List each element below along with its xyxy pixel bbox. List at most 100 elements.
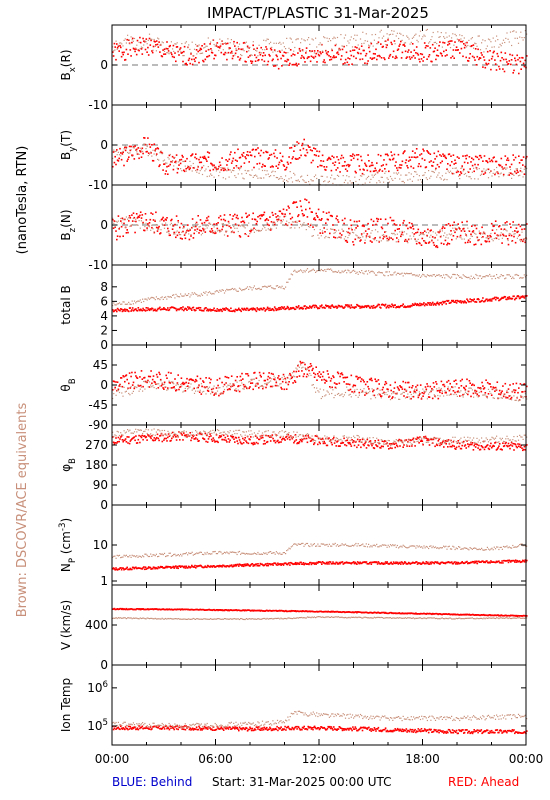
data-point — [157, 37, 159, 39]
data-point — [213, 307, 215, 310]
data-point — [394, 397, 396, 399]
data-point — [310, 51, 312, 53]
data-point — [350, 271, 352, 273]
data-point — [137, 300, 139, 302]
data-point — [131, 307, 134, 309]
data-point — [139, 48, 141, 50]
data-point — [458, 39, 460, 41]
data-point — [207, 390, 210, 392]
data-point — [266, 222, 268, 224]
data-point — [333, 271, 335, 273]
data-point — [219, 215, 222, 217]
data-point — [354, 270, 356, 272]
data-point — [260, 46, 262, 49]
data-point — [148, 37, 151, 40]
data-point — [407, 51, 409, 53]
data-point — [264, 442, 266, 445]
data-point — [348, 304, 350, 306]
data-point — [482, 233, 484, 235]
data-point — [340, 154, 343, 157]
data-point — [204, 292, 206, 294]
data-point — [284, 439, 286, 441]
data-point — [324, 382, 326, 384]
data-point — [483, 155, 486, 157]
data-point — [362, 443, 365, 446]
data-point — [423, 302, 425, 304]
data-point — [328, 376, 330, 379]
data-point — [406, 389, 408, 391]
data-point — [349, 272, 351, 274]
data-point — [203, 221, 206, 224]
data-point — [352, 49, 354, 52]
data-point — [221, 157, 223, 159]
data-point — [134, 371, 136, 374]
data-point — [169, 382, 171, 384]
data-point — [372, 45, 374, 47]
data-point — [512, 72, 514, 74]
data-point — [422, 303, 424, 306]
data-point — [371, 305, 373, 308]
data-point — [505, 277, 507, 279]
data-point — [216, 46, 219, 48]
data-point — [499, 173, 501, 175]
data-point — [315, 225, 317, 227]
data-point — [242, 378, 244, 380]
data-point — [522, 277, 524, 279]
data-point — [411, 232, 413, 234]
data-point — [311, 369, 313, 372]
data-point — [120, 158, 123, 161]
data-point — [426, 235, 428, 237]
data-point — [400, 233, 403, 236]
data-point — [514, 37, 516, 39]
data-point — [216, 230, 219, 232]
data-point — [212, 309, 215, 311]
data-point — [411, 386, 413, 389]
data-point — [170, 41, 172, 43]
data-point — [461, 238, 463, 240]
data-point — [443, 383, 445, 386]
data-point — [285, 175, 287, 177]
data-point — [361, 438, 364, 441]
data-point — [170, 372, 172, 374]
data-point — [359, 38, 362, 40]
data-point — [507, 159, 510, 162]
data-point — [229, 153, 231, 156]
data-point — [143, 309, 146, 311]
data-point — [494, 220, 497, 222]
data-point — [258, 287, 260, 289]
data-point — [399, 43, 401, 46]
data-point — [423, 159, 426, 161]
data-point — [376, 274, 378, 276]
data-point — [374, 378, 376, 380]
data-point — [329, 214, 332, 217]
data-point — [408, 56, 411, 58]
data-point — [159, 378, 162, 381]
data-point — [244, 227, 246, 229]
data-point — [474, 155, 477, 158]
data-point — [369, 440, 372, 442]
data-point — [263, 286, 265, 288]
data-point — [483, 276, 485, 278]
y-tick-label: 8 — [100, 280, 108, 294]
data-point — [246, 154, 248, 156]
data-point — [499, 393, 502, 396]
data-point — [452, 299, 455, 302]
data-point — [210, 173, 212, 175]
data-point — [270, 285, 272, 287]
data-point — [298, 227, 300, 229]
data-point — [132, 310, 135, 312]
data-point — [297, 270, 299, 272]
data-point — [361, 43, 363, 45]
data-point — [200, 383, 202, 385]
data-point — [125, 308, 128, 311]
data-point — [372, 447, 375, 449]
data-point — [410, 393, 412, 396]
data-point — [200, 168, 202, 170]
data-point — [251, 382, 254, 384]
data-point — [112, 55, 115, 57]
data-point — [177, 384, 179, 386]
data-point — [453, 230, 455, 232]
data-point — [480, 156, 483, 159]
data-point — [504, 235, 506, 237]
data-point — [214, 440, 217, 443]
